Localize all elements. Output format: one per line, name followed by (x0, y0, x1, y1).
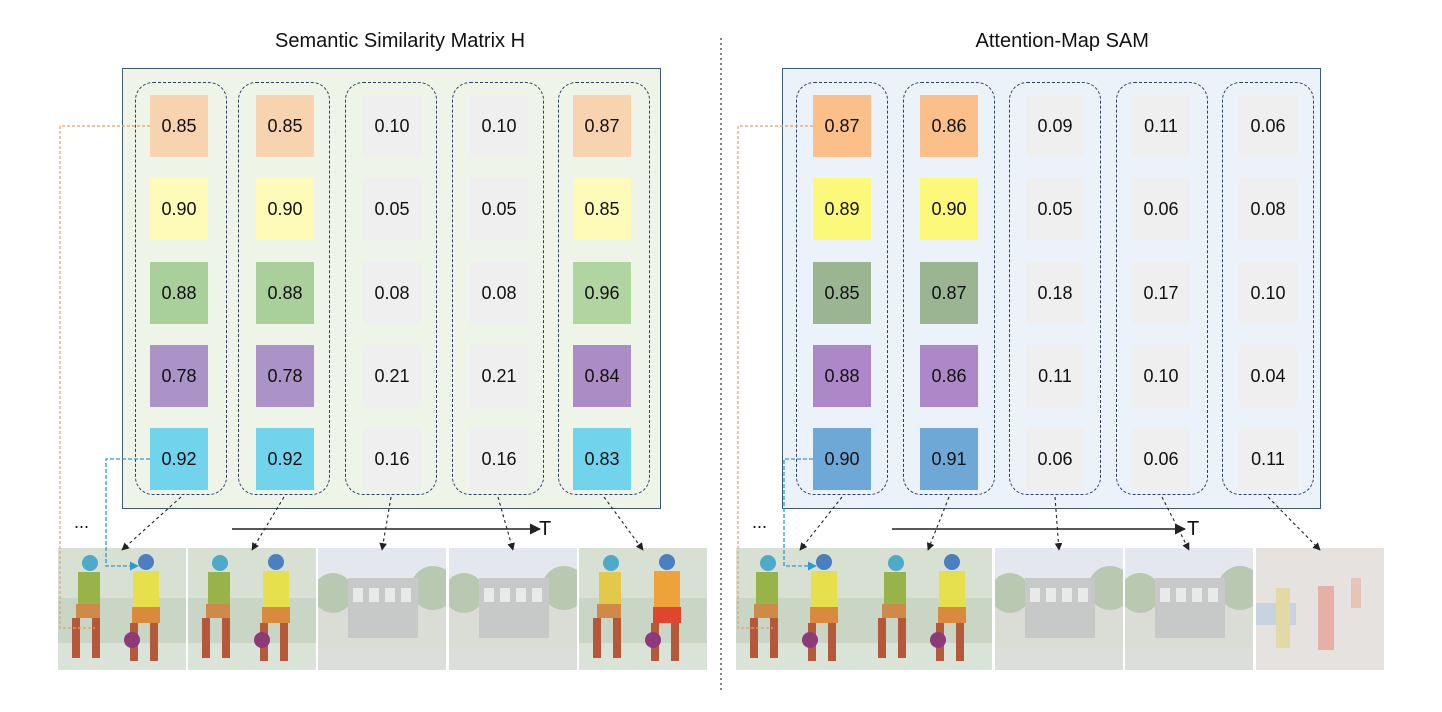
similarity-ellipsis: ... (74, 512, 90, 532)
attention-matrix-cell: 0.85 (813, 262, 871, 324)
similarity-matrix-cell: 0.10 (470, 95, 528, 157)
attention-video-frame (864, 548, 992, 670)
attention-ellipsis: ... (752, 512, 768, 532)
similarity-matrix-cell: 0.85 (573, 178, 631, 240)
attention-video-frame (995, 548, 1123, 670)
similarity-matrix-cell: 0.85 (256, 95, 314, 157)
similarity-column-group (558, 82, 650, 495)
similarity-video-frame (579, 548, 707, 670)
attention-matrix-cell: 0.06 (1239, 95, 1297, 157)
similarity-video-frame (58, 548, 186, 670)
similarity-matrix-cell: 0.05 (470, 178, 528, 240)
similarity-matrix-cell: 0.05 (363, 178, 421, 240)
attention-column-group (903, 82, 995, 495)
similarity-matrix-cell: 0.85 (150, 95, 208, 157)
similarity-matrix-cell: 0.90 (150, 178, 208, 240)
similarity-matrix-cell: 0.21 (363, 345, 421, 407)
attention-matrix-cell: 0.11 (1132, 95, 1190, 157)
attention-matrix-cell: 0.11 (1026, 345, 1084, 407)
attention-matrix-cell: 0.91 (920, 428, 978, 490)
similarity-matrix-cell: 0.87 (573, 95, 631, 157)
similarity-matrix-cell: 0.90 (256, 178, 314, 240)
attention-matrix-cell: 0.18 (1026, 262, 1084, 324)
attention-time-label: T (1187, 518, 1200, 540)
similarity-column-group (238, 82, 330, 495)
similarity-matrix-cell: 0.92 (256, 428, 314, 490)
attention-matrix-cell: 0.17 (1132, 262, 1190, 324)
similarity-matrix-cell: 0.88 (256, 262, 314, 324)
similarity-video-frame (188, 548, 316, 670)
attention-matrix-cell: 0.09 (1026, 95, 1084, 157)
attention-matrix-cell: 0.88 (813, 345, 871, 407)
attention-video-frame (1125, 548, 1253, 670)
similarity-matrix-cell: 0.83 (573, 428, 631, 490)
similarity-matrix-cell: 0.96 (573, 262, 631, 324)
attention-matrix-cell: 0.86 (920, 95, 978, 157)
attention-matrix-cell: 0.10 (1239, 262, 1297, 324)
similarity-matrix-cell: 0.78 (150, 345, 208, 407)
attention-matrix-cell: 0.05 (1026, 178, 1084, 240)
attention-matrix-cell: 0.87 (920, 262, 978, 324)
similarity-matrix-cell: 0.21 (470, 345, 528, 407)
similarity-matrix-cell: 0.16 (470, 428, 528, 490)
attention-video-frame (1256, 548, 1384, 670)
similarity-matrix-cell: 0.10 (363, 95, 421, 157)
similarity-column-group (452, 82, 544, 495)
similarity-column-group (345, 82, 437, 495)
attention-column-group (1009, 82, 1101, 495)
attention-matrix-cell: 0.10 (1132, 345, 1190, 407)
attention-matrix-cell: 0.90 (813, 428, 871, 490)
attention-matrix-cell: 0.06 (1132, 428, 1190, 490)
similarity-matrix-cell: 0.08 (470, 262, 528, 324)
attention-matrix-cell: 0.87 (813, 95, 871, 157)
attention-matrix-cell: 0.06 (1132, 178, 1190, 240)
similarity-video-frame (449, 548, 577, 670)
attention-matrix-cell: 0.11 (1239, 428, 1297, 490)
attention-panel-title: Attention-Map SAM (975, 30, 1149, 52)
attention-matrix-cell: 0.90 (920, 178, 978, 240)
similarity-matrix-cell: 0.92 (150, 428, 208, 490)
similarity-matrix-cell: 0.16 (363, 428, 421, 490)
similarity-matrix-cell: 0.08 (363, 262, 421, 324)
attention-matrix-cell: 0.04 (1239, 345, 1297, 407)
attention-matrix-cell: 0.08 (1239, 178, 1297, 240)
similarity-time-label: T (539, 518, 552, 540)
similarity-matrix-cell: 0.88 (150, 262, 208, 324)
attention-video-frame (736, 548, 864, 670)
attention-column-group (1116, 82, 1208, 495)
attention-matrix-cell: 0.06 (1026, 428, 1084, 490)
attention-matrix-cell: 0.89 (813, 178, 871, 240)
similarity-matrix-cell: 0.84 (573, 345, 631, 407)
similarity-panel-title: Semantic Similarity Matrix H (275, 30, 526, 52)
similarity-matrix-cell: 0.78 (256, 345, 314, 407)
attention-column-group (1222, 82, 1314, 495)
similarity-video-frame (318, 548, 446, 670)
attention-matrix-cell: 0.86 (920, 345, 978, 407)
